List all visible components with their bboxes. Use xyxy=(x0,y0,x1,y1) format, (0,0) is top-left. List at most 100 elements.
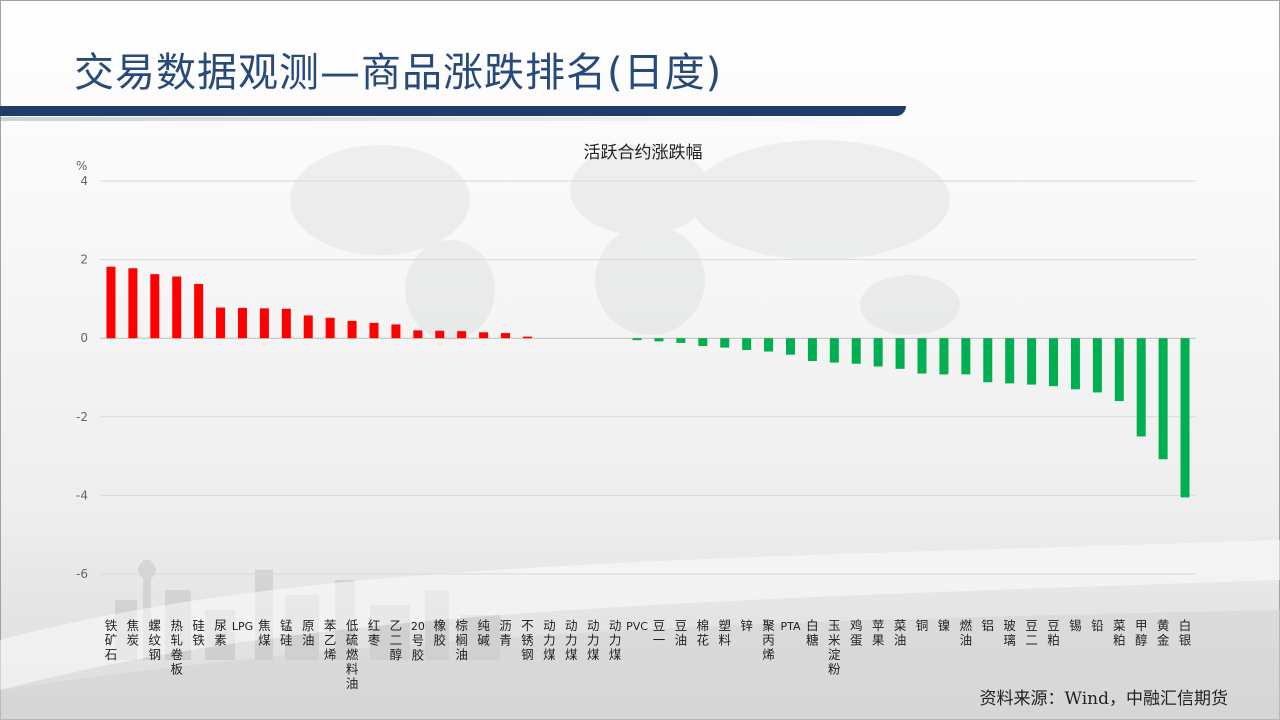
bar-0 xyxy=(106,266,116,339)
bar-38 xyxy=(939,338,949,375)
bar-4 xyxy=(194,283,204,339)
bar-14 xyxy=(413,330,423,339)
category-label: 沥青 xyxy=(499,618,512,648)
category-label: 20 号胶 xyxy=(411,620,425,663)
category-label: 硅铁 xyxy=(192,618,205,648)
bar-16 xyxy=(457,331,467,339)
category-label: 锌 xyxy=(740,618,753,633)
category-label: 豆粕 xyxy=(1047,618,1060,648)
bar-8 xyxy=(281,308,291,339)
category-label: 铜 xyxy=(916,618,929,633)
category-label: 豆一 xyxy=(653,618,666,648)
category-label: 玉米淀粉 xyxy=(828,618,841,677)
category-label: 白糖 xyxy=(806,618,819,648)
category-label: LPG xyxy=(232,620,253,633)
category-label: 铝 xyxy=(982,618,995,633)
category-label: 不锈钢 xyxy=(521,618,534,662)
bar-24 xyxy=(632,338,642,341)
y-tick-label: 2 xyxy=(80,253,88,267)
category-label: 锰硅 xyxy=(280,618,293,648)
y-axis-unit-label: % xyxy=(76,159,87,173)
bar-10 xyxy=(325,317,335,339)
slide-title: 交易数据观测—商品涨跌排名(日度) xyxy=(74,50,723,96)
category-label: 塑料 xyxy=(718,618,731,648)
category-label: 鸡蛋 xyxy=(850,618,863,648)
bar-12 xyxy=(369,322,379,339)
category-label: 纯碱 xyxy=(477,618,490,648)
category-label: 镍 xyxy=(938,618,951,633)
category-label: 燃油 xyxy=(960,618,973,648)
title-underline-bar xyxy=(0,106,906,116)
bar-31 xyxy=(785,338,795,355)
bar-7 xyxy=(259,308,269,339)
bar-27 xyxy=(698,338,708,347)
category-label: 尿素 xyxy=(214,618,227,648)
bar-39 xyxy=(961,338,971,375)
bar-30 xyxy=(764,338,774,352)
category-label: 豆油 xyxy=(675,618,688,648)
bar-9 xyxy=(303,315,313,339)
chart-title: 活跃合约涨跌幅 xyxy=(584,143,703,163)
bar-34 xyxy=(851,338,861,364)
category-label: 铅 xyxy=(1091,618,1104,633)
category-label: 菜粕 xyxy=(1113,618,1126,648)
y-tick-label: -2 xyxy=(76,410,88,424)
bar-48 xyxy=(1158,338,1168,460)
category-label: 动力煤 xyxy=(609,618,622,662)
bar-19 xyxy=(522,336,532,339)
bar-11 xyxy=(347,320,357,339)
bar-47 xyxy=(1136,338,1146,437)
source-note: 资料来源：Wind，中融汇信期货 xyxy=(979,689,1228,709)
category-label: 豆二 xyxy=(1025,618,1038,648)
y-axis-ticks: -6 -4 -2 0 2 4 xyxy=(76,174,88,581)
bar-29 xyxy=(742,338,752,350)
category-label: 锡 xyxy=(1069,618,1082,633)
bar-32 xyxy=(807,338,817,361)
bar-1 xyxy=(128,268,138,339)
bars xyxy=(106,266,1190,498)
bar-33 xyxy=(829,338,839,363)
bar-43 xyxy=(1049,338,1059,387)
category-label: 苯乙烯 xyxy=(324,618,337,662)
bar-35 xyxy=(873,338,883,367)
category-label: 焦炭 xyxy=(127,618,140,648)
category-label: PVC xyxy=(626,620,648,633)
category-label: 棕榈油 xyxy=(455,618,468,662)
bar-26 xyxy=(676,338,686,343)
bar-45 xyxy=(1092,338,1102,393)
category-label: 动力煤 xyxy=(565,618,578,662)
bar-40 xyxy=(983,338,993,383)
category-label: 黄金 xyxy=(1157,618,1170,648)
category-label: 焦煤 xyxy=(258,618,271,648)
y-tick-label: -6 xyxy=(76,567,88,581)
bar-49 xyxy=(1180,338,1190,498)
category-label: 聚丙烯 xyxy=(762,618,775,662)
bar-25 xyxy=(654,338,664,342)
category-label: 螺纹钢 xyxy=(149,618,162,662)
bar-18 xyxy=(501,333,511,339)
category-label: 动力煤 xyxy=(587,618,600,662)
category-label: 铁矿石 xyxy=(105,618,118,662)
category-label: PTA xyxy=(780,620,800,633)
category-label: 动力煤 xyxy=(543,618,556,662)
bar-13 xyxy=(391,324,401,339)
bar-46 xyxy=(1114,338,1124,402)
bar-44 xyxy=(1070,338,1080,390)
category-label: 苹果 xyxy=(872,618,885,648)
bar-3 xyxy=(172,276,182,339)
bar-28 xyxy=(720,338,730,348)
y-tick-label: -4 xyxy=(76,488,88,502)
bar-37 xyxy=(917,338,927,374)
world-map-watermark xyxy=(290,140,960,340)
category-label: 橡胶 xyxy=(434,618,447,648)
category-label: 原油 xyxy=(302,618,315,648)
bar-2 xyxy=(150,274,160,339)
category-label: 甲醇 xyxy=(1135,618,1148,648)
bar-36 xyxy=(895,338,905,369)
background-swoosh xyxy=(0,540,1280,720)
category-label: 白银 xyxy=(1179,618,1192,648)
bar-5 xyxy=(216,307,226,339)
y-tick-label: 0 xyxy=(80,331,88,345)
